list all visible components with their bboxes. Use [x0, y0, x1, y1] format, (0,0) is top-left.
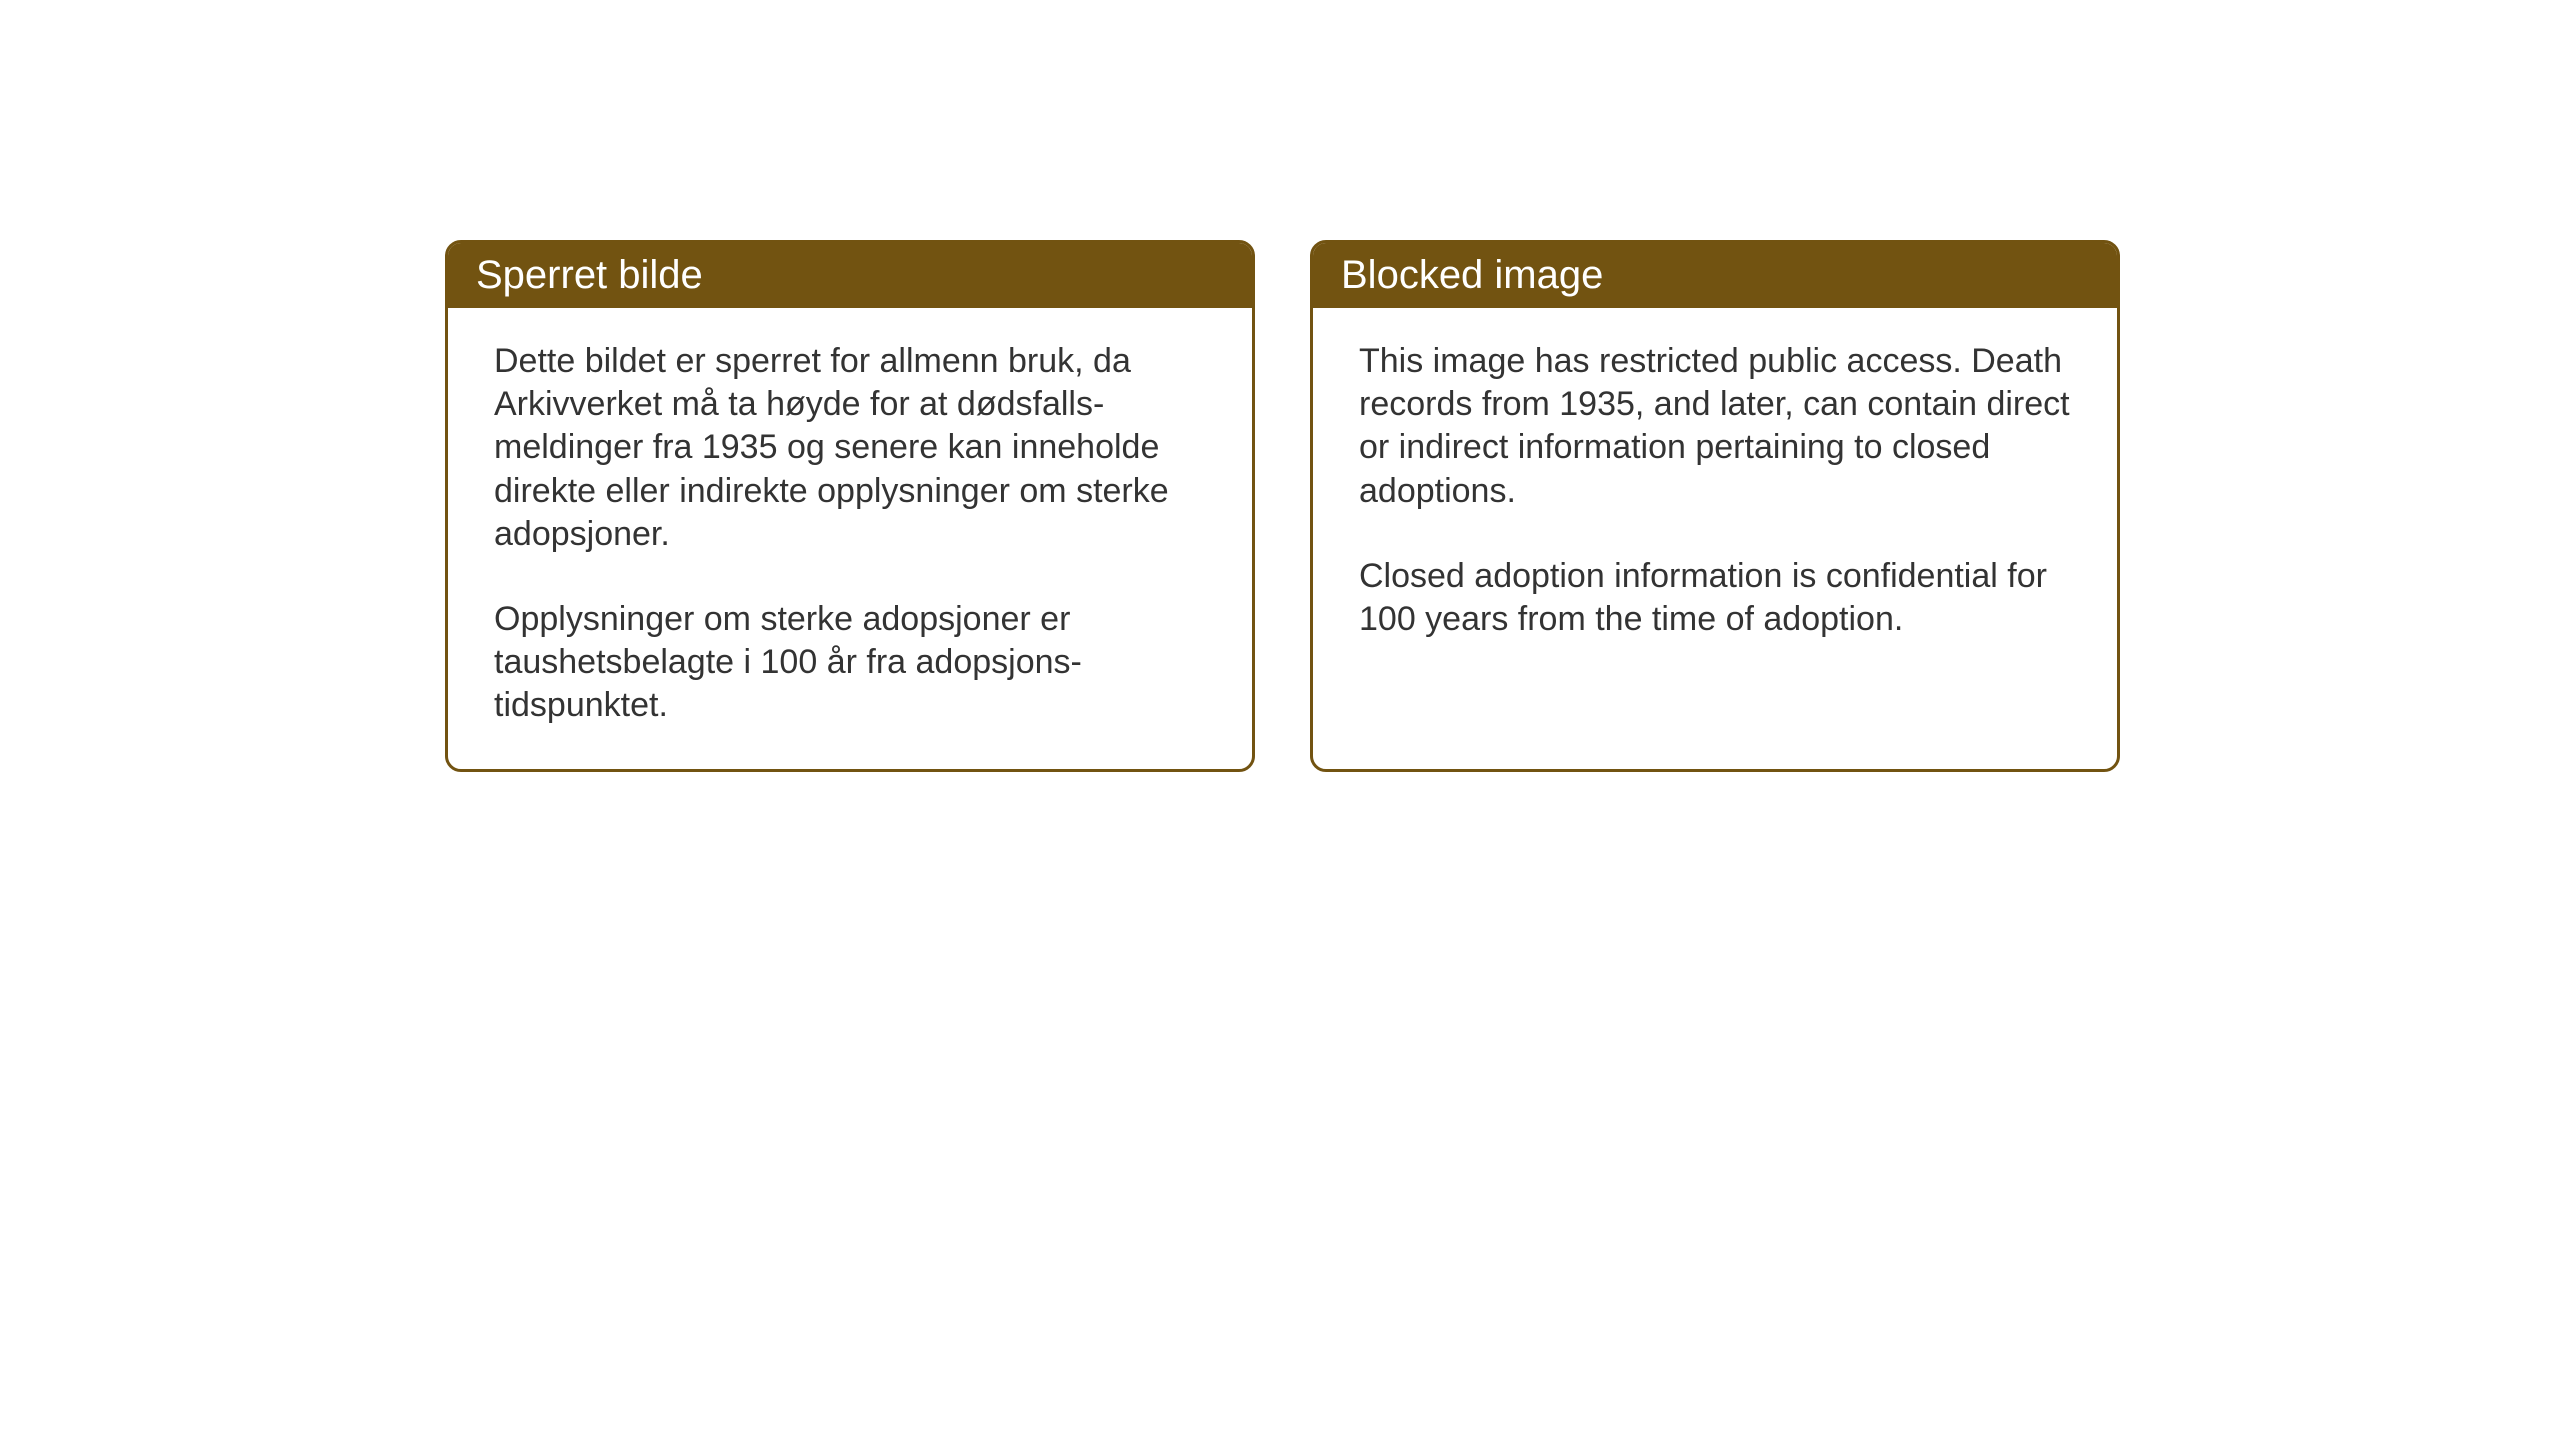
card-body-norwegian: Dette bildet er sperret for allmenn bruk… [448, 308, 1252, 769]
card-header-english: Blocked image [1313, 243, 2117, 308]
card-english: Blocked image This image has restricted … [1310, 240, 2120, 772]
card-body-english: This image has restricted public access.… [1313, 308, 2117, 683]
card-norwegian: Sperret bilde Dette bildet er sperret fo… [445, 240, 1255, 772]
card-title-norwegian: Sperret bilde [476, 253, 703, 297]
card-paragraph-2-norwegian: Opplysninger om sterke adopsjoner er tau… [494, 598, 1206, 728]
card-paragraph-1-english: This image has restricted public access.… [1359, 340, 2071, 513]
card-paragraph-2-english: Closed adoption information is confident… [1359, 555, 2071, 641]
card-title-english: Blocked image [1341, 253, 1603, 297]
cards-container: Sperret bilde Dette bildet er sperret fo… [445, 240, 2120, 772]
card-header-norwegian: Sperret bilde [448, 243, 1252, 308]
card-paragraph-1-norwegian: Dette bildet er sperret for allmenn bruk… [494, 340, 1206, 556]
